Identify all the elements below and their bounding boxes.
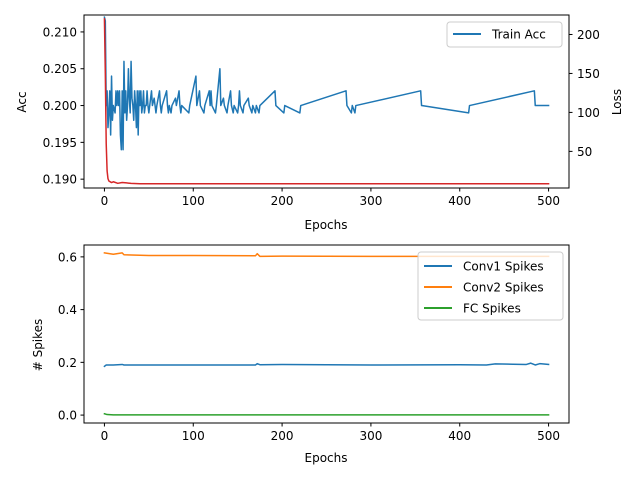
bottom-x-ticks: 0 100 200 300 400 500 — [101, 423, 560, 443]
bottom-series-fc-spikes — [103, 412, 550, 416]
bottom-x-tick-label: 100 — [182, 429, 205, 443]
top-x-tick-label: 400 — [448, 194, 471, 208]
top-y2-tick-label: 200 — [577, 28, 600, 42]
top-y2-tick-label: 50 — [577, 145, 592, 159]
bottom-plot-frame — [83, 244, 570, 424]
top-x-tick-label: 0 — [101, 194, 109, 208]
bottom-y-axis-label: # Spikes — [31, 319, 45, 372]
top-y-tick-label: 0.190 — [43, 173, 77, 187]
top-y-ticks: 0.190 0.195 0.200 0.205 0.210 — [43, 25, 84, 187]
spikes-plot: 0 100 200 300 400 500 0.0 0.2 0.4 0.6 Epochs # S… — [31, 244, 570, 465]
top-series-loss — [103, 18, 550, 185]
bottom-y-tick-label: 0.4 — [58, 303, 77, 317]
top-series-layer — [103, 16, 550, 185]
top-x-tick-label: 500 — [537, 194, 560, 208]
top-y-tick-label: 0.210 — [43, 25, 77, 39]
bottom-legend-box — [417, 251, 564, 321]
bottom-y-tick-label: 0.6 — [58, 250, 77, 264]
bottom-series-conv1-spikes — [103, 362, 550, 368]
top-x-tick-label: 200 — [271, 194, 294, 208]
top-y2-axis-label: Loss — [610, 89, 624, 115]
bottom-y-ticks: 0.0 0.2 0.4 0.6 — [58, 250, 84, 423]
accuracy-loss-plot: 0 100 200 300 400 500 0.190 0.195 0.200 0.205 0.2… — [15, 14, 624, 232]
bottom-y-tick-label: 0.0 — [58, 409, 77, 423]
top-y-tick-label: 0.200 — [43, 99, 77, 113]
bottom-legend-label-2: FC Spikes — [463, 302, 521, 316]
bottom-series-conv2-spikes — [103, 252, 550, 258]
top-y2-tick-label: 150 — [577, 67, 600, 81]
bottom-legend-label-0: Conv1 Spikes — [463, 260, 544, 274]
top-series-train-acc — [103, 16, 550, 151]
bottom-x-tick-label: 300 — [359, 429, 382, 443]
bottom-legend: Conv1 Spikes Conv2 Spikes FC Spikes — [417, 251, 564, 321]
top-y2-ticks: 50 100 150 200 — [569, 28, 600, 159]
top-y-tick-label: 0.195 — [43, 136, 77, 150]
bottom-y-tick-label: 0.2 — [58, 356, 77, 370]
top-legend-box — [446, 21, 563, 48]
bottom-x-tick-label: 500 — [537, 429, 560, 443]
bottom-legend-label-1: Conv2 Spikes — [463, 281, 544, 295]
top-y2-tick-label: 100 — [577, 106, 600, 120]
bottom-x-axis-label: Epochs — [305, 451, 348, 465]
bottom-x-tick-label: 200 — [271, 429, 294, 443]
top-x-axis-label: Epochs — [305, 218, 348, 232]
bottom-series-layer — [103, 252, 550, 416]
bottom-x-tick-label: 400 — [448, 429, 471, 443]
top-plot-frame — [83, 14, 570, 189]
top-legend-label-0: Train Acc — [491, 28, 546, 42]
top-legend: Train Acc — [446, 21, 563, 48]
bottom-x-tick-label: 0 — [101, 429, 109, 443]
top-x-tick-label: 300 — [359, 194, 382, 208]
top-x-ticks: 0 100 200 300 400 500 — [101, 188, 560, 208]
top-y-tick-label: 0.205 — [43, 62, 77, 76]
top-x-tick-label: 100 — [182, 194, 205, 208]
top-y-axis-label: Acc — [15, 91, 29, 112]
